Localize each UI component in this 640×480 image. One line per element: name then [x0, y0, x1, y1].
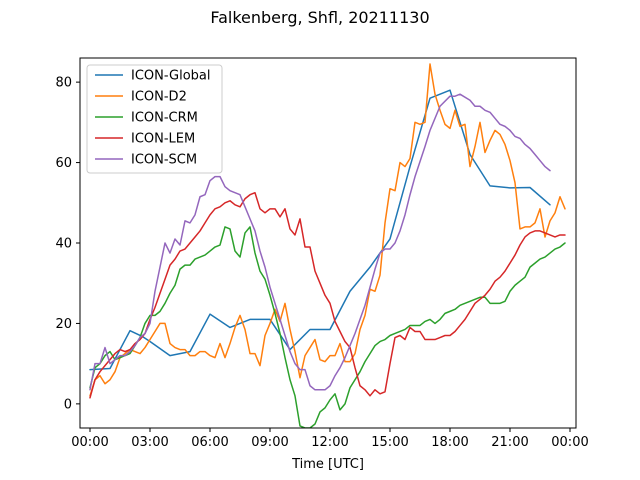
x-tick-label: 18:00	[431, 435, 468, 450]
x-tick-label: 00:00	[71, 435, 108, 450]
series-line-icon-scm	[89, 93, 551, 391]
legend-box	[86, 64, 223, 174]
y-tick-label: 0	[64, 397, 72, 412]
series-line-icon-global	[89, 89, 551, 371]
x-tick-label: 12:00	[311, 435, 348, 450]
y-tick-label: 80	[55, 76, 72, 91]
x-tick-label: 21:00	[491, 435, 528, 450]
x-tick-label: 03:00	[131, 435, 168, 450]
series-line-icon-crm	[89, 226, 566, 428]
y-axis: 0 20 40 60 80	[55, 76, 80, 412]
x-tick-label: 06:00	[191, 435, 228, 450]
plot-lines	[89, 63, 566, 428]
y-tick-label: 20	[55, 317, 72, 332]
legend-label: ICON-LEM	[131, 132, 195, 147]
x-tick-label: 09:00	[251, 435, 288, 450]
legend-label: ICON-CRM	[131, 111, 198, 126]
series-line-icon-d2	[89, 63, 566, 397]
y-tick-label: 40	[55, 237, 72, 252]
legend-label: ICON-D2	[131, 90, 187, 105]
x-axis: 00:00 03:00 06:00 09:00 12:00 15:00 18:00 21:00…	[71, 428, 589, 450]
x-tick-label: 00:00	[551, 435, 588, 450]
x-tick-label: 15:00	[371, 435, 408, 450]
legend-label: ICON-SCM	[131, 153, 197, 168]
chart-title: Falkenberg, Shfl, 20211130	[210, 8, 429, 27]
series-line-icon-lem	[89, 191, 566, 399]
x-axis-label: Time [UTC]	[291, 457, 364, 472]
y-tick-label: 60	[55, 156, 72, 171]
legend: ICON-Global ICON-D2 ICON-CRM ICON-LEM ICON-S…	[86, 64, 223, 174]
legend-label: ICON-Global	[131, 69, 211, 84]
